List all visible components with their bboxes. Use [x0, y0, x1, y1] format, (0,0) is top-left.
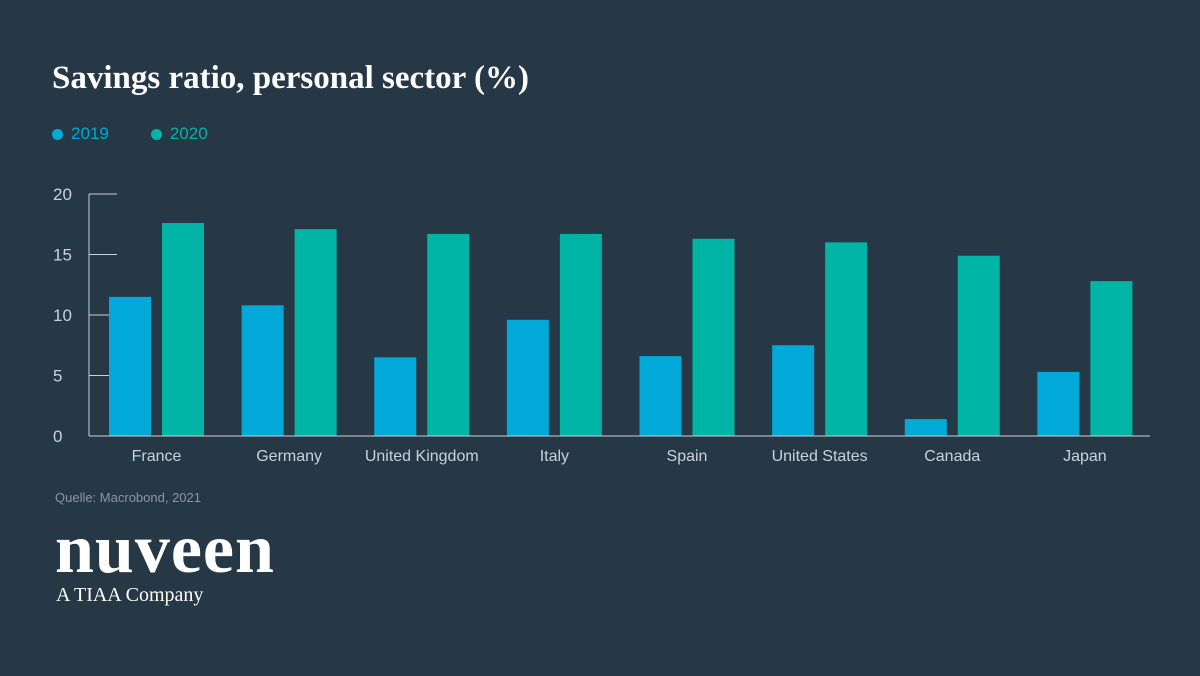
x-tick-label: United Kingdom — [365, 448, 479, 465]
bar-2020-germany — [294, 229, 337, 436]
bar-2020-france — [162, 223, 204, 436]
chart-title: Savings ratio, personal sector (%) — [52, 60, 529, 96]
x-tick-label: Italy — [540, 448, 569, 465]
nuveen-logo: nuveen — [55, 511, 275, 588]
logo-tagline: A TIAA Company — [56, 584, 204, 606]
y-tick-label: 20 — [53, 185, 72, 204]
legend: 2019 2020 — [52, 124, 208, 144]
x-tick-label: United States — [772, 448, 868, 465]
bar-2019-germany — [241, 305, 284, 436]
bar-chart: 0 5 10 15 20 France Germany United Kingdom Italy… — [53, 185, 1150, 465]
y-tick-label: 5 — [53, 367, 62, 386]
source-note: Quelle: Macrobond, 2021 — [55, 490, 201, 505]
bar-2019-france — [109, 296, 151, 436]
bar-2019-united-kingdom — [374, 357, 417, 436]
legend-item-2019: 2019 — [52, 124, 109, 144]
bar-2020-united-states — [825, 242, 868, 436]
y-tick-label: 0 — [53, 427, 62, 446]
bar-2020-japan — [1090, 281, 1133, 436]
x-tick-label: Spain — [667, 448, 708, 465]
y-tick-label: 10 — [53, 306, 72, 325]
bar-2020-spain — [692, 238, 735, 436]
bar-2019-canada — [904, 419, 947, 436]
bar-2020-italy — [559, 233, 602, 436]
bar-2019-united-states — [772, 345, 815, 436]
legend-swatch-2020 — [150, 128, 162, 140]
x-tick-label: France — [132, 448, 182, 465]
bar-2019-italy — [506, 319, 549, 436]
x-tick-label: Japan — [1063, 448, 1107, 465]
legend-label-2020: 2020 — [169, 124, 208, 143]
legend-item-2020: 2020 — [150, 124, 208, 144]
legend-label-2019: 2019 — [71, 124, 109, 143]
bar-2020-united-kingdom — [427, 233, 470, 436]
bar-2020-canada — [957, 255, 1000, 436]
bar-2019-spain — [639, 356, 682, 436]
y-tick-label: 15 — [53, 246, 72, 265]
bar-2019-japan — [1037, 371, 1080, 436]
legend-swatch-2019 — [52, 128, 63, 140]
x-tick-label: Canada — [924, 448, 980, 465]
x-tick-label: Germany — [256, 448, 322, 465]
